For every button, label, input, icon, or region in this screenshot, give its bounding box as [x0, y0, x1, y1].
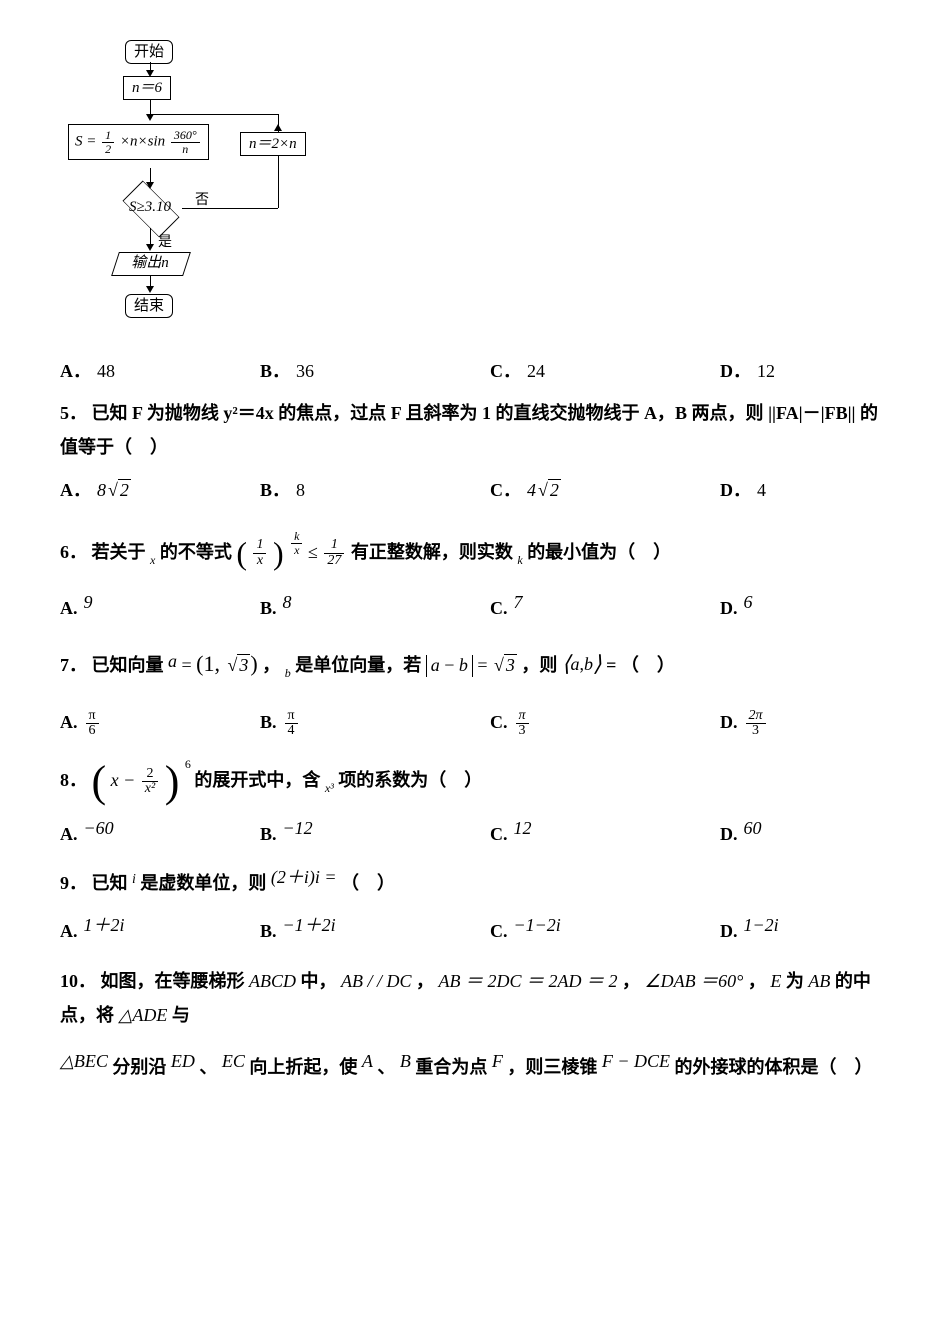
fc-no: 否: [195, 188, 209, 215]
fc-cond: S≥3.10: [115, 190, 185, 226]
q6-opt-a: A.9: [60, 591, 260, 625]
q10-FDCE: F − DCE: [602, 1051, 670, 1071]
q8-term: x³: [325, 781, 334, 795]
q4-options: A．48 B．36 C．24 D．12: [60, 354, 890, 388]
q6-opt-b: B.8: [260, 591, 490, 625]
fc-out: 输出n: [115, 252, 193, 276]
q7-opt-a: A. π6: [60, 705, 260, 739]
fc-start: 开始: [125, 40, 173, 64]
q7-num: 7．: [60, 655, 87, 675]
q6-opt-c: C.7: [490, 591, 720, 625]
q6-t1: 若关于: [92, 542, 151, 562]
q6-expr: ( 1x ) kx ≤ 127: [236, 542, 351, 562]
q5-abs: ||FA|－|FB||: [768, 403, 855, 423]
q7: 7． 已知向量 a = (1, 3) ， b 是单位向量，若 a − b = 3…: [60, 643, 890, 685]
q6-opt-d: D.6: [720, 591, 753, 625]
q9-opt-b: B.−1＋2i: [260, 914, 490, 948]
q5-opt-c: C． 42: [490, 473, 720, 507]
q5-opt-d: D．4: [720, 473, 766, 507]
q10-abcds: ABCD: [249, 971, 296, 991]
q5-text1: 已知 F 为抛物线 y²＝4x 的焦点，过点 F 且斜率为 1 的直线交抛物线于…: [92, 403, 764, 423]
q9-opt-c: C.−1−2i: [490, 914, 720, 948]
fc-cond-text: S≥3.10: [107, 198, 193, 216]
q10-BEC: △BEC: [60, 1051, 108, 1071]
fc-S: S =: [75, 134, 96, 150]
q10-ADE: △ADE: [119, 1005, 168, 1025]
q9-options: A.1＋2i B.−1＋2i C.−1−2i D.1−2i: [60, 914, 890, 948]
q10-num: 10．: [60, 971, 96, 991]
flowchart: 开始 n＝6 S = 12 ×n×sin 360°n n＝2×n S≥3.10: [60, 40, 380, 340]
q9-opt-a: A.1＋2i: [60, 914, 260, 948]
q10-line1: 10． 如图，在等腰梯形 ABCD 中， AB / / DC ， AB ＝ 2D…: [60, 964, 890, 1032]
q5-opt-b: B．8: [260, 473, 490, 507]
q6-x: x: [150, 553, 155, 567]
q10-eqchain: AB ＝ 2DC ＝ 2AD ＝ 2: [439, 971, 618, 991]
q10-line2: △BEC 分别沿 ED 、 EC 向上折起，使 A 、 B 重合为点 F ，则三…: [60, 1050, 890, 1084]
q5-opt-a: A． 82: [60, 473, 260, 507]
q9-opt-d: D.1−2i: [720, 914, 779, 948]
q8-options: A.−60 B.−12 C.12 D.60: [60, 817, 890, 851]
q10-par: AB / / DC: [341, 971, 412, 991]
fc-init-text: n＝6: [132, 80, 162, 96]
q10-ang: ∠DAB ＝60°: [645, 971, 744, 991]
q6: 6． 若关于 x 的不等式 ( 1x ) kx ≤ 127 有正整数解，则实数 …: [60, 535, 890, 569]
q7-opt-c: C. π3: [490, 705, 720, 739]
q7-tuple-open: (1,: [196, 651, 225, 676]
q5-options: A． 82 B．8 C． 42 D．4: [60, 473, 890, 507]
q7-a: a: [168, 651, 177, 671]
q5-num: 5．: [60, 403, 87, 423]
q10-F: F: [492, 1051, 503, 1071]
q7-b: b: [285, 666, 291, 680]
q10-E: E: [770, 971, 781, 991]
fc-step-text: n＝2×n: [249, 136, 297, 152]
q7-ang: a,b: [562, 643, 602, 685]
q7-opt-d: D. 2π3: [720, 705, 768, 739]
fc-init: n＝6: [123, 76, 171, 100]
q10-A: A: [362, 1051, 373, 1071]
q9: 9． 已知 i 是虚数单位，则 (2＋i)i = （ ）: [60, 866, 890, 900]
fc-end: 结束: [125, 294, 173, 318]
q4-opt-b: B．36: [260, 354, 490, 388]
q8-opt-a: A.−60: [60, 817, 260, 851]
q10-ED: ED: [171, 1051, 195, 1071]
q7-abs: a − b: [426, 655, 473, 677]
fc-compute: S = 12 ×n×sin 360°n: [68, 124, 209, 160]
q8-expr: ( x − 2x² ) 6: [92, 770, 195, 790]
q4-opt-c: C．24: [490, 354, 720, 388]
q4-opt-a: A．48: [60, 354, 260, 388]
q7-opt-b: B. π4: [260, 705, 490, 739]
q5: 5． 已知 F 为抛物线 y²＝4x 的焦点，过点 F 且斜率为 1 的直线交抛…: [60, 396, 890, 464]
q6-num: 6．: [60, 542, 87, 562]
q8-opt-b: B.−12: [260, 817, 490, 851]
q9-expr: (2＋i)i =: [271, 867, 337, 887]
q6-options: A.9 B.8 C.7 D.6: [60, 591, 890, 625]
q8-opt-d: D.60: [720, 817, 762, 851]
q8-num: 8．: [60, 770, 87, 790]
q8: 8． ( x − 2x² ) 6 的展开式中，含 x³ 项的系数为（ ）: [60, 763, 890, 797]
q8-opt-c: C.12: [490, 817, 720, 851]
fc-step: n＝2×n: [240, 132, 306, 156]
q6-k: k: [517, 553, 522, 567]
q9-i: i: [132, 872, 136, 887]
fc-mid: ×n×sin: [120, 134, 165, 150]
q9-num: 9．: [60, 873, 87, 893]
q4-opt-d: D．12: [720, 354, 775, 388]
q7-options: A. π6 B. π4 C. π3 D. 2π3: [60, 705, 890, 739]
q10-B: B: [400, 1051, 411, 1071]
q10-EC: EC: [222, 1051, 245, 1071]
page: 开始 n＝6 S = 12 ×n×sin 360°n n＝2×n S≥3.10: [0, 0, 950, 1125]
